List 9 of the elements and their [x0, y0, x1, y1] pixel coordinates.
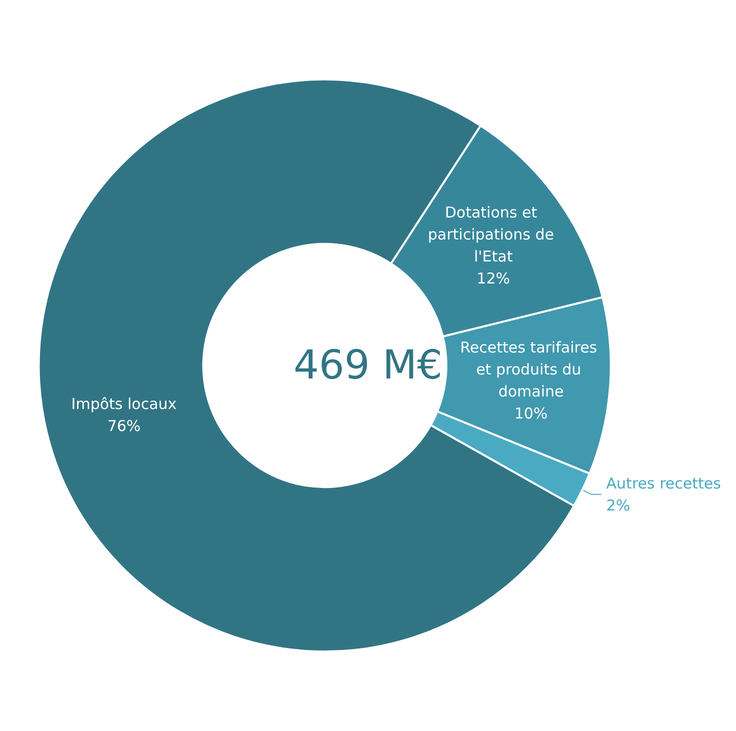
slice-label: Recettes tarifaires et produits du domaine: [460, 338, 602, 401]
slice-label: Impôts locaux: [71, 394, 177, 413]
data-label: 2%: [606, 496, 630, 514]
data-label: 10%: [514, 404, 548, 423]
text: 469 M€: [293, 342, 443, 388]
slice-label: Autres recettes: [606, 474, 722, 492]
data-label: 76%: [107, 416, 141, 435]
data-label: 12%: [476, 270, 510, 288]
slice-label: Dotations et participations de l'Etat: [428, 204, 559, 266]
